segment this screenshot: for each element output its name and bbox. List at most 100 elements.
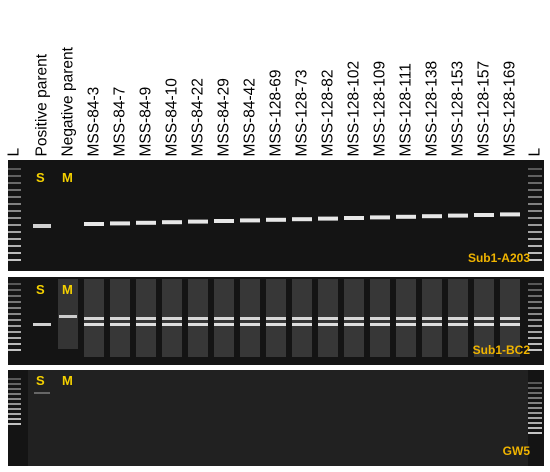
band-sample [136,220,156,225]
ladder-band [8,189,21,191]
lane-label: MSS-84-10 [163,77,181,156]
lane-smear [58,279,78,349]
band-sample [240,218,260,223]
band-sample-lower [370,323,390,326]
band-sample-lower [474,323,494,326]
ladder-band [8,231,21,233]
marker-s: S [36,373,45,388]
ladder-band [8,168,21,170]
band-sample-upper [214,317,234,320]
ladder-band [528,382,542,384]
lane-label: MSS-128-82 [319,68,337,156]
ladder-band [528,295,542,297]
band-sample [110,221,130,226]
lane-label: MSS-128-138 [423,60,441,156]
ladder-band [528,307,542,309]
ladder-band [528,168,542,170]
band-sample-upper [84,317,104,320]
ladder-band [528,331,542,333]
ladder-band [528,412,542,414]
ladder-band [8,313,21,315]
band-sample [500,212,520,217]
ladder-band [528,349,542,351]
gel-panel-gw5: S M GW5 [8,370,544,466]
ladder-band [528,422,542,424]
ladder-band [8,295,21,297]
ladder-band [8,252,21,254]
ladder-band [8,289,21,291]
band-sample [318,216,338,221]
band-sample [474,213,494,217]
band-sample [292,217,312,222]
band-sample-upper [292,317,312,320]
lane-label: MSS-128-69 [267,68,285,156]
ladder-band [528,301,542,303]
ladder-band [528,325,542,327]
lane-label: L [5,147,23,156]
band-sample [162,220,182,225]
lane-label: Negative parent [59,46,77,156]
gel-image-2 [8,279,542,357]
ladder-band [528,224,542,226]
ladder-band [528,203,542,205]
lane-label: MSS-128-73 [293,68,311,156]
ladder-band [528,182,542,184]
marker-m: M [62,373,73,388]
lane-label: MSS-84-22 [189,77,207,156]
ladder-band [8,349,21,351]
ladder-band [8,196,21,198]
marker-m: M [62,170,73,185]
ladder-band [528,289,542,291]
band-sample [448,213,468,218]
ladder-band [8,319,21,321]
ladder-band [8,331,21,333]
ladder-band [528,319,542,321]
band-sample-lower [292,323,312,326]
ladder-band [528,283,542,285]
band-sample [422,214,442,219]
lane-label: L [526,147,544,156]
ladder-band [8,307,21,309]
ladder-band [528,397,542,399]
lane-label: MSS-128-111 [397,62,415,156]
band-sample-upper [448,317,468,320]
band-sample-upper [318,317,338,320]
ladder-band [528,313,542,315]
lane-label: MSS-84-9 [137,86,155,156]
lane-label: MSS-84-42 [241,77,259,156]
lane-label: MSS-128-109 [371,60,389,156]
ladder-band [528,392,542,394]
ladder-band [528,238,542,240]
band-sample-lower [84,323,104,326]
ladder-band [8,423,21,425]
band-positive-parent [33,323,51,326]
ladder-band [528,343,542,345]
gel-haze [28,370,528,466]
ladder-band [528,189,542,191]
band-sample-upper [188,317,208,320]
ladder-band [8,325,21,327]
ladder-band [8,388,21,390]
band-sample-upper [474,317,494,320]
ladder-band [8,182,21,184]
ladder-band [528,259,542,261]
band-sample [266,217,286,222]
ladder-band [8,175,21,177]
ladder-band [528,210,542,212]
band-positive-parent [33,224,51,228]
ladder-band [528,417,542,419]
band-sample [344,216,364,220]
band-sample [370,215,390,220]
band-sample-upper [240,317,260,320]
band-sample-lower [396,323,416,326]
ladder-band [8,337,21,339]
ladder-band [528,407,542,409]
lane-label: MSS-128-169 [501,60,519,156]
band-sample-lower [162,323,182,326]
ladder-band [8,259,21,261]
band-negative-parent [59,315,77,318]
band-sample-lower [266,323,286,326]
ladder-band [528,402,542,404]
band-sample-lower [136,323,156,326]
lane-label: MSS-84-29 [215,77,233,156]
